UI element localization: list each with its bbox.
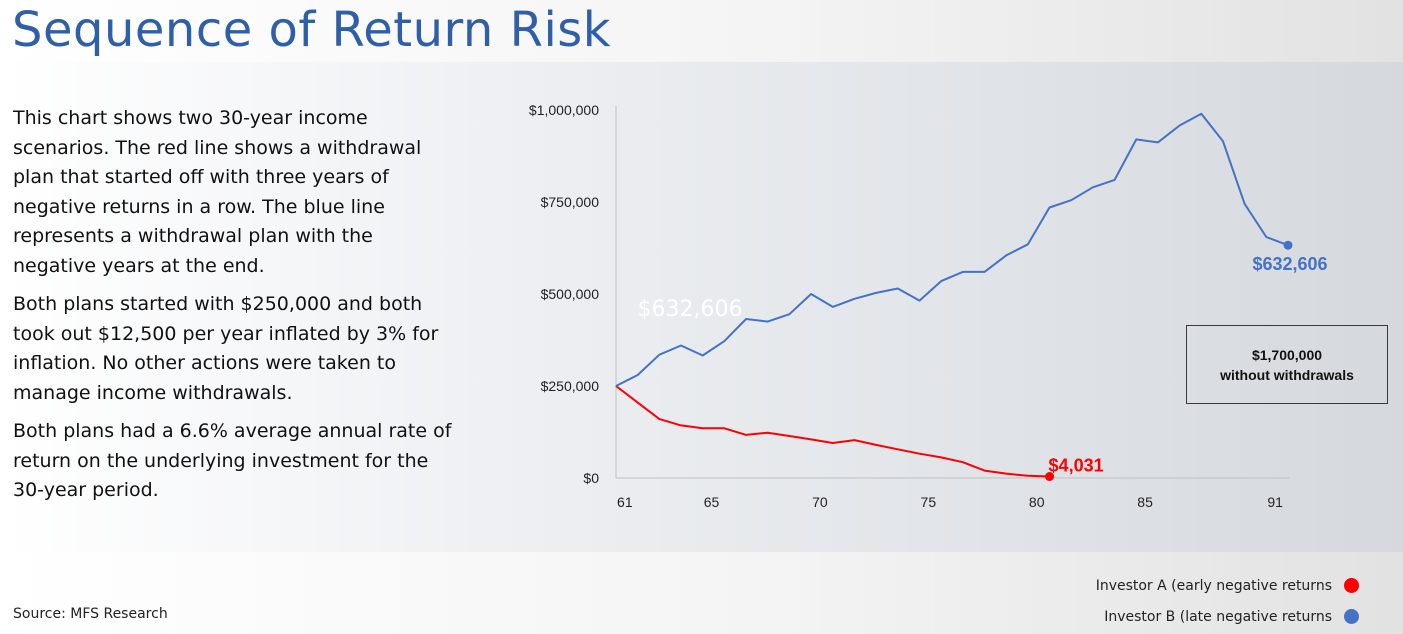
end-point-investor-a (1045, 472, 1055, 482)
description-paragraph-1: This chart shows two 30-year income scen… (13, 107, 422, 277)
x-tick-label: 70 (812, 494, 828, 510)
source-note: Source: MFS Research (13, 606, 168, 622)
callout-caption: without withdrawals (1220, 366, 1354, 383)
content-panel (0, 62, 1403, 552)
x-tick-label: 75 (921, 494, 937, 510)
end-point-investor-b (1283, 240, 1293, 250)
description: This chart shows two 30-year income scen… (13, 104, 453, 515)
y-tick-label: $250,000 (541, 378, 600, 394)
x-tick-label: 65 (704, 494, 720, 510)
x-tick-label: 61 (617, 494, 633, 510)
y-tick-label: $0 (583, 470, 599, 486)
x-tick-label: 85 (1137, 494, 1153, 510)
description-paragraph-3: Both plans had a 6.6% average annual rat… (13, 420, 452, 501)
y-tick-label: $500,000 (541, 286, 600, 302)
y-tick-label: $1,000,000 (529, 102, 599, 118)
legend-label-investor-b: Investor B (late negative returns (1104, 608, 1332, 625)
series-line-investor-a (615, 385, 1050, 478)
y-tick-label: $750,000 (541, 194, 600, 210)
x-tick-label: 80 (1029, 494, 1045, 510)
description-paragraph-2: Both plans started with $250,000 and bot… (13, 293, 439, 404)
legend-item-investor-a: Investor A (early negative returns (1096, 570, 1359, 601)
legend-swatch-investor-a (1344, 578, 1359, 593)
x-tick-label: 91 (1267, 494, 1283, 510)
end-label-investor-a: $4,031 (1049, 456, 1104, 476)
legend-swatch-investor-b (1344, 609, 1359, 624)
legend-item-investor-b: Investor B (late negative returns (1096, 601, 1359, 632)
series-investor-a: $4,031 (615, 385, 1104, 482)
callout-value: $1,700,000 (1251, 346, 1323, 363)
end-label-investor-b: $632,606 (1252, 254, 1327, 274)
series-investor-b: $632,606 (615, 112, 1328, 387)
legend: Investor A (early negative returns Inves… (1096, 570, 1359, 632)
annotation-label: $632,606 (638, 297, 743, 322)
page-title: Sequence of Return Risk (12, 2, 612, 58)
callout-box: $1,700,000 without withdrawals (1186, 325, 1388, 404)
legend-label-investor-a: Investor A (early negative returns (1095, 577, 1332, 594)
series-line-investor-b (615, 112, 1289, 387)
